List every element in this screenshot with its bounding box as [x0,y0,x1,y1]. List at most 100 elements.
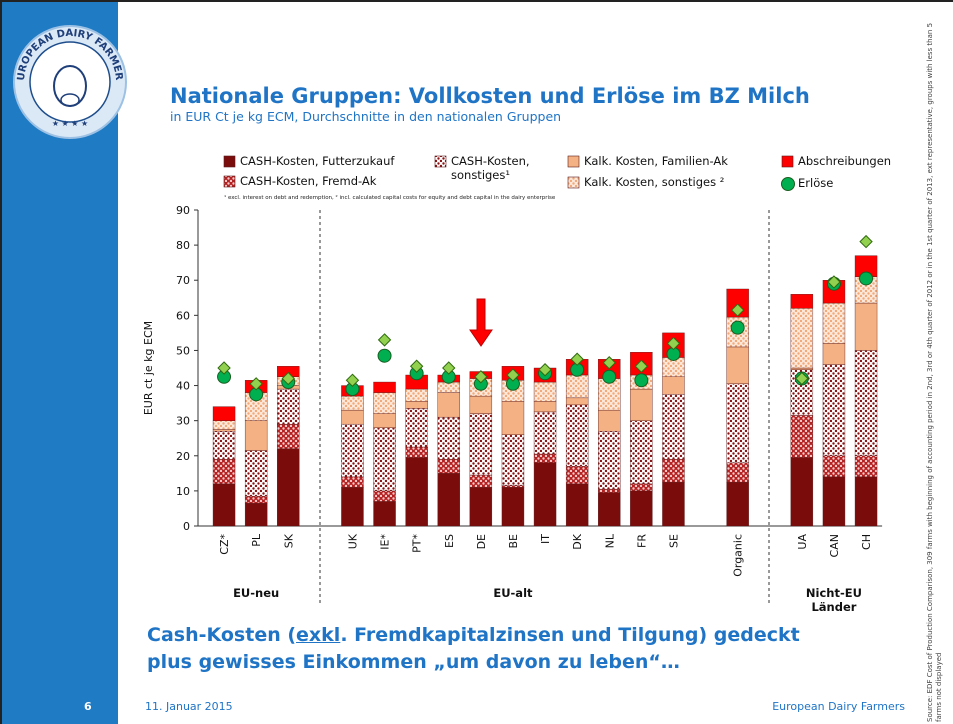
bar-segment [405,401,428,409]
x-tick-label: DK [571,533,584,549]
bar-segment [212,483,236,527]
bar-segment [373,392,396,414]
statement-underlined: exkl [296,624,341,646]
y-axis-label: EUR ct je kg ECM [142,321,155,415]
bar-segment [501,485,525,488]
bar-segment [501,487,525,527]
revenue-marker [377,348,392,363]
bar-segment [822,455,846,478]
bar-segment [373,427,396,492]
y-tick-label: 80 [176,239,190,252]
subtitle: in EUR Ct je kg ECM, Durchschnitte in de… [170,109,562,124]
bar-segment [341,487,364,527]
legend-label: Abschreibungen [798,154,892,168]
legend-label: CASH-Kosten, Futterzukauf [240,154,395,168]
bar-segment [565,466,589,485]
bar-segment [822,476,846,527]
bar-segment [373,413,396,428]
x-tick-label: ES [443,534,456,548]
bar-segment [405,457,428,527]
bar-segment [630,490,653,527]
x-tick-label: FR [635,534,648,548]
diamond-marker [506,368,520,382]
source-note: Source: EDF Cost of Production Compariso… [926,22,943,722]
bar-segment [822,302,846,344]
bar-segment [598,409,621,432]
x-tick-label: SK [282,533,295,548]
bar-segment [533,381,557,402]
bar-segment [437,473,460,527]
legend-label: Erlöse [798,176,834,190]
bar-segment [790,294,814,309]
statement-text: Cash-Kosten ( [147,624,297,646]
y-tick-label: 90 [176,204,190,217]
bar-segment [854,476,878,527]
bar-segment [662,459,685,483]
diamond-marker [281,371,295,386]
x-tick-label: PT* [411,534,424,553]
diamond-marker [795,371,809,386]
diamond-marker [859,234,873,249]
footer-organization: European Dairy Farmers [772,700,905,713]
legend-label: CASH-Kosten, Fremd-Ak [240,174,377,188]
legend-swatch [781,177,795,191]
diamond-marker [827,275,841,289]
title: Nationale Gruppen: Vollkosten und Erlöse… [170,84,810,108]
group-label: EU-neu [233,586,280,600]
bar-segment [405,388,428,402]
x-tick-label: DE [475,534,488,549]
bar-segment [212,429,236,432]
bar-segment [277,388,300,425]
bar-segment [501,434,525,486]
diamond-marker [442,361,456,375]
x-tick-label: Organic [732,534,745,577]
bar-segment [501,401,525,435]
bar-segment [341,476,364,488]
legend-swatch [434,155,447,168]
bar-segment [630,388,653,421]
diamond-marker [249,377,263,391]
logo-cow-nose [60,93,80,107]
x-tick-label: SE [667,534,680,548]
bar-segment [373,501,396,527]
revenue-marker [730,320,745,335]
diamond-marker [377,333,392,347]
x-tick-label: NL [603,533,616,548]
bar-segment [565,483,589,527]
bar-segment [212,431,236,460]
bar-segment [469,413,493,476]
bar-segment [790,308,814,369]
bar-segment [244,495,268,504]
y-tick-label: 10 [176,485,190,498]
bar-segment [790,415,814,458]
revenue-marker [602,369,617,384]
legend-label: Kalk. Kosten, sonstiges ² [584,175,725,189]
bar-segment [469,487,493,527]
bar-segment [212,406,236,421]
bar-segment [437,392,460,418]
legend-swatch [223,155,236,168]
group-label: Nicht-EU Länder [805,586,862,614]
x-tick-label: BE [507,534,520,549]
legend-swatch [781,155,794,168]
bar-segment [726,383,749,463]
statement-text: . Fremdkapitalzinsen und Tilgung) gedeck… [147,624,800,673]
bar-segment [790,367,814,370]
bar-segment [277,448,300,527]
diamond-marker [602,356,616,370]
x-tick-label: CAN [828,534,841,557]
bar-segment [726,462,749,483]
bar-segment [212,459,236,485]
x-tick-label: UK [346,533,359,549]
bar-segment [854,350,878,456]
bar-segment [405,446,428,458]
bar-segment [244,450,268,497]
page-number: 6 [84,700,92,713]
bar-segment [565,404,589,467]
logo-stars: ★ ★ ★ ★ [52,119,88,128]
legend-label: Kalk. Kosten, Familien-Ak [584,154,728,168]
bar-segment [533,411,557,455]
bar-segment [565,397,589,406]
